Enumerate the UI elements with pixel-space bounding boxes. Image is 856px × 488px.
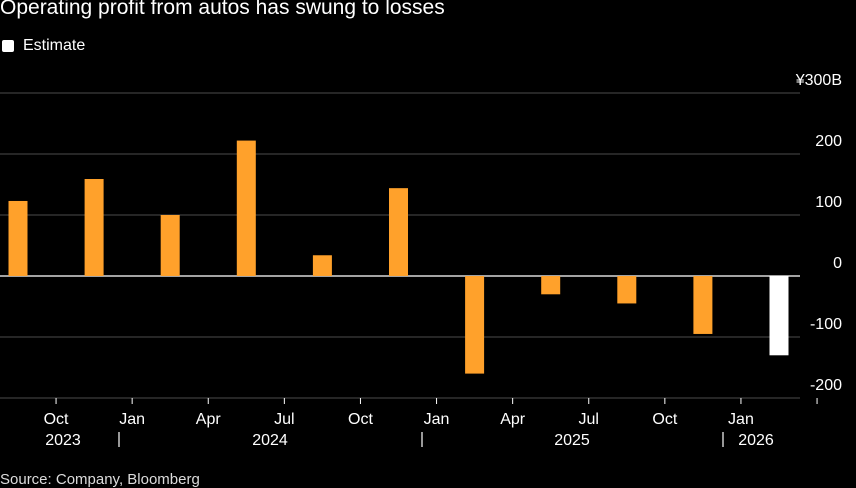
y-tick-label: -100 <box>810 316 842 333</box>
chart-title: Operating profit from autos has swung to… <box>0 0 445 19</box>
x-tick-label: Oct <box>652 411 677 428</box>
legend-estimate-swatch <box>2 40 14 52</box>
y-tick-label: -200 <box>810 377 842 394</box>
year-label: 2026 <box>738 432 774 449</box>
bar <box>160 215 180 276</box>
bar-estimate <box>769 276 789 356</box>
source-note: Source: Company, Bloomberg <box>0 471 200 488</box>
y-tick-label: 0 <box>833 255 842 272</box>
bar <box>8 200 28 276</box>
x-tick-label: Apr <box>196 411 222 428</box>
x-tick-label: Jan <box>119 411 145 428</box>
bar <box>465 276 485 374</box>
bar <box>617 276 637 304</box>
x-tick-label: Jul <box>274 411 294 428</box>
y-tick-label: 100 <box>815 194 842 211</box>
y-tick-label: ¥300B <box>795 72 842 89</box>
x-tick-label: Jan <box>424 411 450 428</box>
year-label: 2024 <box>252 432 288 449</box>
bar <box>312 255 332 276</box>
bar <box>389 188 408 276</box>
x-tick-label: Apr <box>500 411 526 428</box>
x-tick-label: Oct <box>348 411 373 428</box>
year-label: 2023 <box>45 432 81 449</box>
legend-estimate-label: Estimate <box>23 37 86 54</box>
legend: Estimate <box>2 37 85 55</box>
bar <box>541 276 561 295</box>
bar <box>84 179 104 276</box>
y-tick-label: 200 <box>815 133 842 150</box>
x-tick-label: Jul <box>579 411 599 428</box>
bar <box>236 140 256 276</box>
bar <box>693 276 713 334</box>
x-tick-label: Oct <box>44 411 69 428</box>
year-label: 2025 <box>554 432 590 449</box>
x-tick-label: Jan <box>728 411 754 428</box>
